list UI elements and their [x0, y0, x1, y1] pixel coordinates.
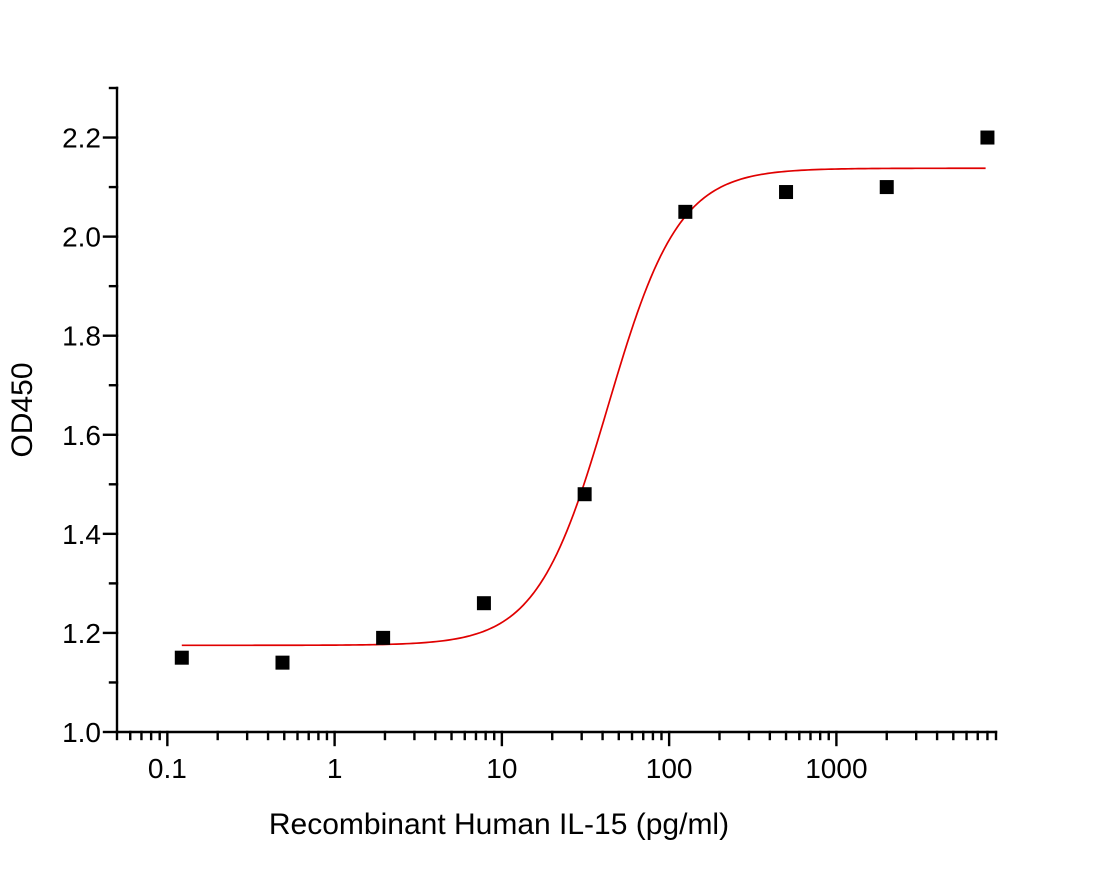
data-point-marker — [275, 655, 290, 670]
data-point-marker — [980, 130, 995, 145]
x-tick-label: 1000 — [805, 753, 867, 784]
fit-curve-line — [181, 167, 986, 647]
y-tick-label: 1.4 — [62, 519, 101, 550]
x-tick-label: 100 — [646, 753, 693, 784]
y-tick-label: 2.0 — [62, 222, 101, 253]
data-point-marker — [678, 204, 693, 219]
y-tick-label: 1.8 — [62, 321, 101, 352]
y-axis-title: OD450 — [6, 362, 39, 457]
y-tick-label: 1.6 — [62, 420, 101, 451]
y-tick-label: 1.2 — [62, 618, 101, 649]
x-tick-label: 10 — [486, 753, 517, 784]
data-point-marker — [376, 630, 391, 645]
data-points — [174, 130, 995, 670]
data-point-marker — [779, 185, 794, 200]
data-point-marker — [577, 487, 592, 502]
data-point-marker — [879, 180, 894, 195]
x-tick-label: 0.1 — [148, 753, 187, 784]
fit-curve — [181, 167, 986, 647]
data-point-marker — [476, 596, 491, 611]
axes-and-ticks — [102, 86, 998, 747]
y-tick-label: 2.2 — [62, 123, 101, 154]
tick-labels: 0.1 1 10 100 1000 1.0 1.2 1.4 1.6 1.8 2.0 2.2 — [62, 123, 867, 784]
y-tick-label: 1.0 — [62, 717, 101, 748]
data-point-marker — [174, 650, 189, 665]
x-axis-title: Recombinant Human IL-15 (pg/ml) — [269, 808, 729, 841]
x-tick-label: 1 — [327, 753, 343, 784]
